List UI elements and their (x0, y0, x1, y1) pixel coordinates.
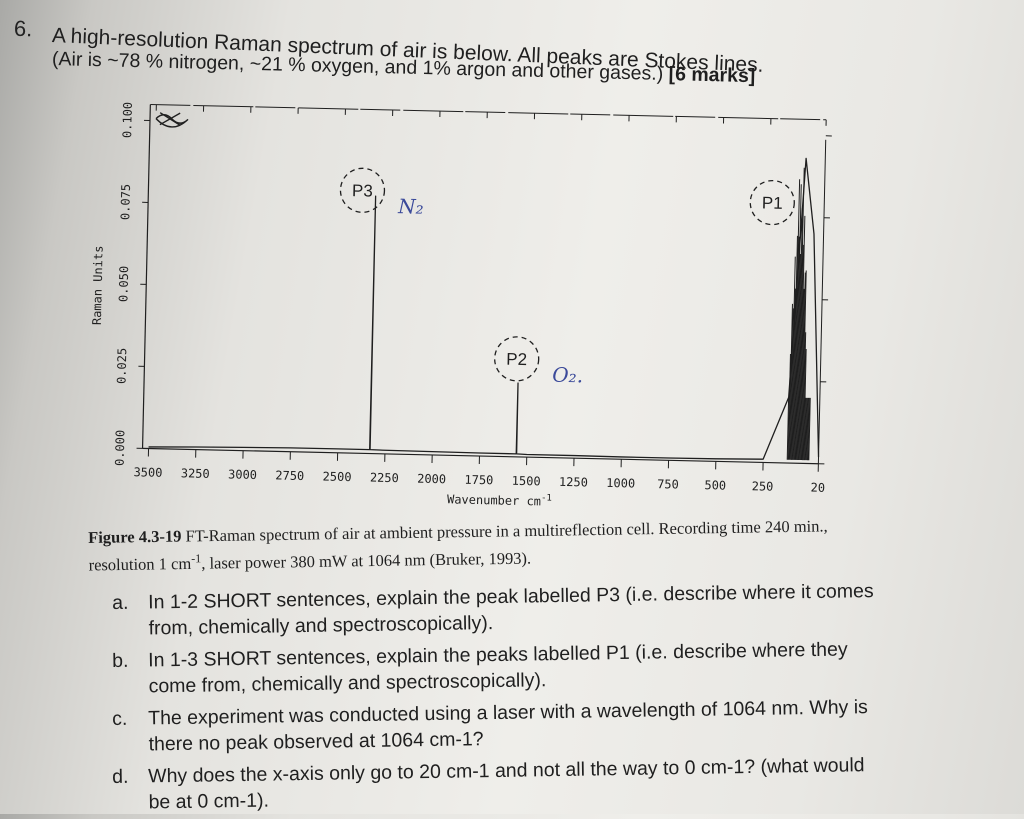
subquestion-letter: d. (112, 763, 148, 790)
pen-scribble (156, 113, 188, 128)
x-tick-label: 2750 (275, 468, 304, 483)
x-tick-label: 3000 (228, 467, 257, 482)
x-tick-label: 1000 (606, 476, 635, 491)
y-tick-label: 0.075 (118, 184, 133, 220)
x-tick-label: 1500 (512, 474, 541, 489)
right-frame-line (818, 140, 825, 464)
y-tick-label: 0.050 (116, 266, 131, 302)
figure-caption-sup: -1 (191, 551, 201, 565)
x-tick-label: 250 (752, 479, 774, 493)
handwritten-note: O₂. (552, 363, 583, 388)
peak-label-p3: P3 (352, 181, 373, 200)
x-tick-label: 2500 (322, 469, 351, 484)
x-axis-title: Wavenumber cm-1 (447, 491, 552, 508)
x-tick-label: 3500 (133, 465, 162, 480)
y-axis-line (143, 104, 151, 448)
x-tick-label: 20 (810, 481, 825, 495)
x-axis-line (143, 448, 819, 463)
peak-label-p2: P2 (506, 350, 527, 369)
top-frame-line (150, 104, 826, 119)
x-tick-label: 2250 (370, 471, 399, 486)
subquestion-letter: b. (112, 647, 148, 674)
x-tick-label: 500 (704, 478, 726, 492)
x-tick-label: 750 (657, 477, 679, 491)
subquestion-letter: c. (112, 705, 148, 732)
figure-label: Figure 4.3-19 (88, 527, 181, 547)
spectrum-line (149, 144, 826, 463)
figure-caption-text2: , laser power 380 mW at 1064 nm (Bruker,… (201, 549, 531, 573)
y-axis-title: Raman Units (90, 245, 106, 325)
peak-label-p1: P1 (762, 193, 783, 212)
y-tick-label: 0.100 (120, 102, 135, 138)
x-axis-title-sup: -1 (541, 493, 552, 503)
subquestion-letter: a. (112, 589, 148, 616)
y-tick-label: 0.025 (115, 348, 130, 384)
x-tick-label: 1250 (559, 475, 588, 490)
x-tick-label: 1750 (464, 473, 493, 488)
x-tick-label: 3250 (181, 466, 210, 481)
y-tick-label: 0.000 (113, 430, 128, 466)
handwritten-note: N₂ (397, 194, 424, 219)
x-tick-label: 2000 (417, 472, 446, 487)
